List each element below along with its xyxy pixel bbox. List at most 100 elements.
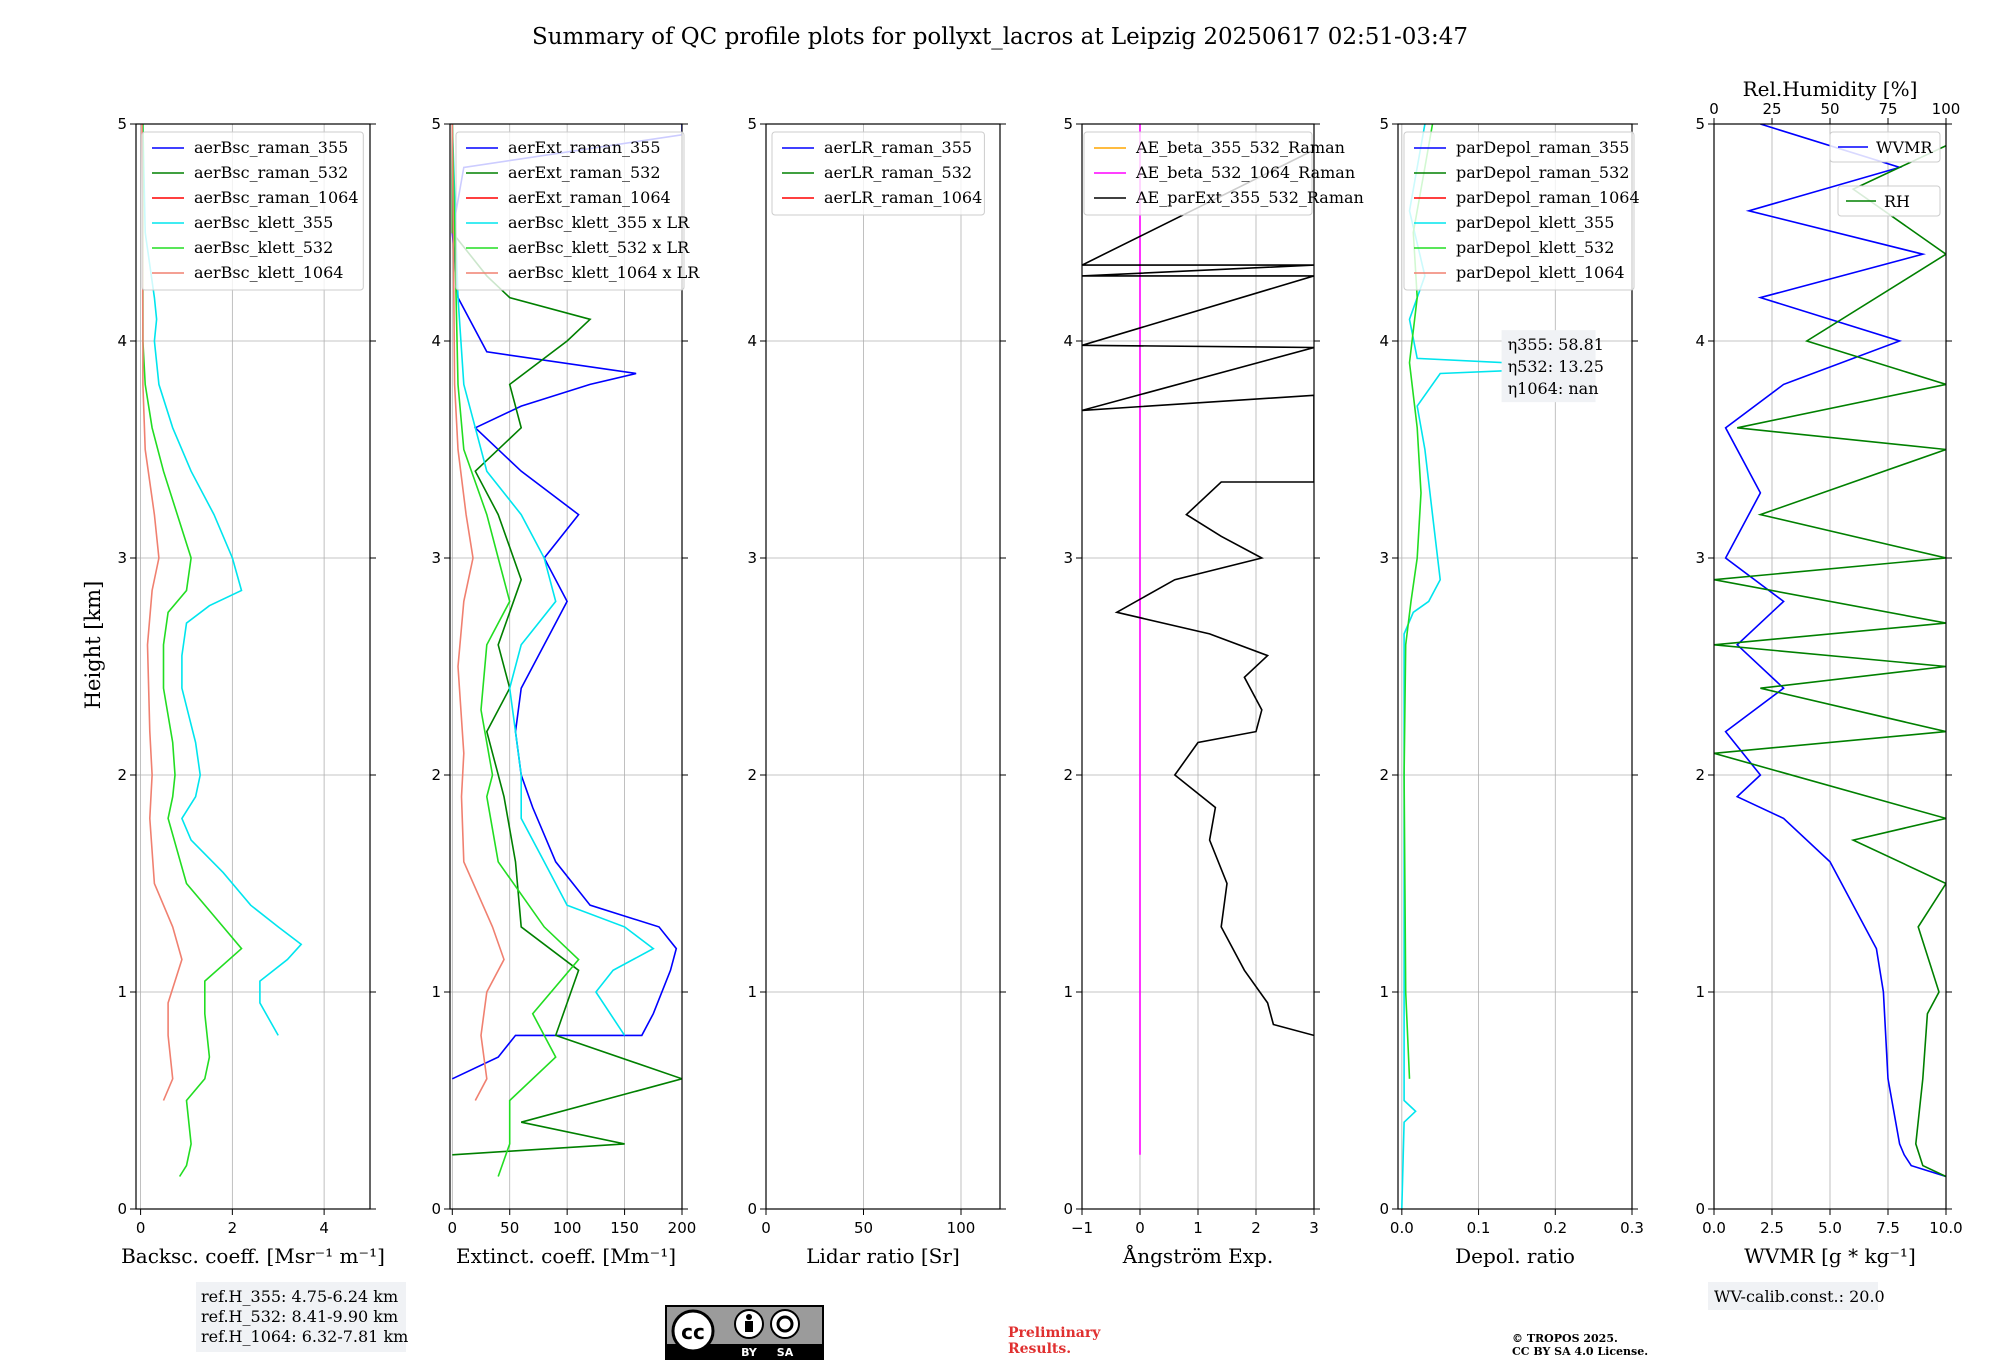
- panel-frame: [1397, 123, 1633, 1210]
- x-tick-label: 100: [553, 1219, 582, 1237]
- x-tick-label: 0.0: [1390, 1219, 1414, 1237]
- legend-label: aerExt_raman_355: [508, 138, 661, 157]
- legend-label: parDepol_klett_532: [1456, 238, 1614, 257]
- profile-panels: 0 2 4 0 1 2 3 4 5 Backsc. coeff. [Msr⁻¹ m⁻¹] aerBs…: [117, 77, 1962, 1268]
- legend-label: AE_beta_355_532_Raman: [1135, 138, 1345, 157]
- legend-wv-1: RH: [1837, 185, 1941, 217]
- x-tick-label: 50: [500, 1219, 519, 1237]
- y-tick-label: 0: [1695, 1200, 1705, 1218]
- legend-label: aerExt_raman_1064: [508, 188, 671, 207]
- x2-tick-label: 0: [1709, 100, 1719, 118]
- panel-ext: 0 50 100 150 200 0 1 2 3 4 5 Extinct. coeff. [Mm⁻¹]…: [431, 115, 700, 1268]
- panel-frame: [765, 123, 1001, 1210]
- legend-bsc: aerBsc_raman_355 aerBsc_raman_532 aerBsc_r…: [141, 131, 364, 291]
- series-line-aerbsc-klett-355: [142, 124, 303, 1036]
- y-tick-label: 0: [1379, 1200, 1389, 1218]
- series-group: [1714, 124, 1946, 1178]
- series-line-aerbsc-klett-532: [142, 124, 243, 1177]
- legend-depol: parDepol_raman_355 parDepol_raman_532 parD…: [1403, 131, 1640, 291]
- y-tick-label: 4: [747, 332, 757, 350]
- y-tick-label: 5: [117, 115, 127, 133]
- preliminary-line-1: Preliminary: [1008, 1325, 1101, 1341]
- x2-tick-label: 100: [1932, 100, 1961, 118]
- y-tick-label: 4: [1379, 332, 1389, 350]
- series-line-aerbsc-klett-355-x-lr: [451, 124, 655, 1036]
- legend-label: AE_beta_532_1064_Raman: [1135, 163, 1355, 182]
- ref-height-532: ref.H_532: 8.41-9.90 km: [201, 1307, 398, 1326]
- x-axis-label: Backsc. coeff. [Msr⁻¹ m⁻¹]: [121, 1244, 385, 1268]
- x-axis-label: Depol. ratio: [1455, 1244, 1575, 1268]
- preliminary-line-2: Results.: [1008, 1341, 1071, 1357]
- x-tick-label: −1: [1071, 1219, 1093, 1237]
- ref-height-1064: ref.H_1064: 6.32-7.81 km: [201, 1327, 408, 1346]
- legend-ext: aerExt_raman_355 aerExt_raman_532 aerExt_r…: [455, 131, 700, 291]
- x-tick-label: 0: [136, 1219, 146, 1237]
- y-tick-label: 1: [1695, 983, 1705, 1001]
- y-tick-label: 4: [1695, 332, 1705, 350]
- legend-label: parDepol_raman_1064: [1456, 188, 1640, 207]
- legend-box: [455, 131, 685, 291]
- legend-label: aerLR_raman_532: [824, 163, 972, 182]
- x-axis-label: Ångström Exp.: [1122, 1243, 1273, 1268]
- series-line-wvmr: [1724, 124, 1946, 1178]
- badge-sa-label: SA: [777, 1346, 794, 1359]
- legend-label: aerBsc_klett_1064: [194, 263, 343, 282]
- y-tick-label: 3: [747, 549, 757, 567]
- copyright-line-1: © TROPOS 2025.: [1512, 1332, 1618, 1345]
- badge-by-label: BY: [741, 1346, 758, 1359]
- cc-by-sa-badge: cc BY SA: [665, 1305, 824, 1360]
- share-alike-icon: [770, 1309, 800, 1339]
- y-tick-label: 1: [1063, 983, 1073, 1001]
- x-tick-label: 0.1: [1467, 1219, 1491, 1237]
- x2-tick-label: 25: [1762, 100, 1781, 118]
- x-tick-label: 100: [947, 1219, 976, 1237]
- y-tick-label: 3: [1695, 549, 1705, 567]
- reference-height-box: ref.H_355: 4.75-6.24 km ref.H_532: 8.41-…: [196, 1282, 408, 1352]
- panel-bsc: 0 2 4 0 1 2 3 4 5 Backsc. coeff. [Msr⁻¹ m⁻¹] aerBs…: [117, 115, 384, 1268]
- y-tick-label: 3: [117, 549, 127, 567]
- x-tick-label: 2: [228, 1219, 238, 1237]
- legend-label: aerExt_raman_532: [508, 163, 661, 182]
- series-line-aerext-raman-355: [451, 124, 682, 1080]
- eta-annotation-bg: [1501, 330, 1596, 403]
- y-tick-label: 1: [431, 983, 441, 1001]
- legend-label: RH: [1884, 192, 1910, 211]
- panel-frame: [449, 123, 683, 1210]
- legend-label: AE_parExt_355_532_Raman: [1135, 188, 1364, 207]
- series-line-ae-parext-355-532-raman: [1082, 149, 1314, 1037]
- series-line-rh: [1714, 144, 1946, 1178]
- eta-line: η1064: nan: [1508, 379, 1599, 398]
- legend-label: parDepol_klett_1064: [1456, 263, 1625, 282]
- x-tick-label: 0.2: [1543, 1219, 1567, 1237]
- x-tick-label: 150: [610, 1219, 639, 1237]
- legend-wv-0: WVMR: [1829, 131, 1941, 163]
- legend-box: [1083, 131, 1313, 216]
- y-tick-label: 0: [1063, 1200, 1073, 1218]
- legend-label: aerBsc_raman_532: [194, 163, 348, 182]
- legend-box: [1829, 131, 1941, 163]
- x-tick-label: 0: [448, 1219, 458, 1237]
- x-tick-label: 4: [319, 1219, 329, 1237]
- y-tick-label: 4: [117, 332, 127, 350]
- series-line-aerbsc-klett-1064: [141, 124, 183, 1101]
- legend-box: [1403, 131, 1635, 291]
- legend-label: aerBsc_raman_355: [194, 138, 348, 157]
- panel-frame: [135, 123, 371, 1210]
- legend-label: parDepol_raman_355: [1456, 138, 1629, 157]
- y-tick-label: 0: [117, 1200, 127, 1218]
- x-tick-label: 0.0: [1702, 1219, 1726, 1237]
- legend-lr: aerLR_raman_355 aerLR_raman_532 aerLR_rama…: [771, 131, 985, 216]
- legend-label: aerLR_raman_1064: [824, 188, 982, 207]
- legend-box: [141, 131, 364, 291]
- x-tick-label: 2.5: [1760, 1219, 1784, 1237]
- x-tick-label: 0: [1135, 1219, 1145, 1237]
- legend-label: aerBsc_klett_1064 x LR: [508, 263, 700, 282]
- legend-label: aerBsc_klett_355 x LR: [508, 213, 690, 232]
- y-tick-label: 5: [747, 115, 757, 133]
- x-tick-label: 50: [854, 1219, 873, 1237]
- copyright-line-2: CC BY SA 4.0 License.: [1512, 1345, 1648, 1358]
- wv-calibration-label: WV-calib.const.: 20.0: [1714, 1287, 1885, 1306]
- y-tick-label: 0: [747, 1200, 757, 1218]
